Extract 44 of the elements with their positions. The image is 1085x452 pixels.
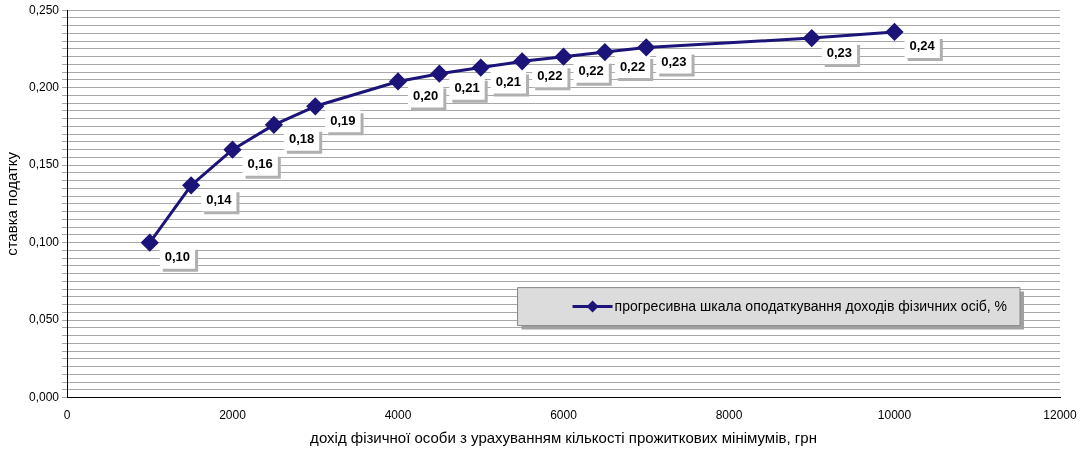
legend-label: прогресивна шкала оподаткування доходів фізичних осіб, % bbox=[614, 298, 1007, 315]
data-label: 0,23 bbox=[826, 44, 853, 60]
x-tick-label: 2000 bbox=[219, 408, 247, 423]
x-axis-title: дохід фізичної особи з урахуванням кількості прожиткових мінімумів, грн bbox=[310, 429, 817, 447]
data-label: 0,10 bbox=[164, 249, 191, 265]
x-tick-label: 6000 bbox=[550, 408, 578, 423]
y-tick-label: 0,150 bbox=[29, 157, 60, 172]
y-tick-label: 0,050 bbox=[29, 312, 60, 327]
x-tick-label: 4000 bbox=[384, 408, 412, 423]
x-tick-label: 10000 bbox=[877, 408, 912, 423]
point bbox=[637, 38, 655, 56]
point bbox=[265, 116, 283, 134]
data-label: 0,14 bbox=[206, 191, 233, 207]
data-label: 0,19 bbox=[330, 112, 356, 128]
data-label: 0,22 bbox=[578, 63, 604, 79]
point bbox=[555, 48, 573, 66]
data-label: 0,20 bbox=[413, 88, 439, 104]
data-label: 0,22 bbox=[537, 67, 563, 83]
point bbox=[513, 52, 531, 70]
x-tick-label: 0 bbox=[63, 408, 71, 423]
point bbox=[596, 43, 614, 61]
point bbox=[430, 65, 448, 83]
x-tick-label: 8000 bbox=[715, 408, 743, 423]
y-tick-label: 0,250 bbox=[29, 2, 60, 17]
point bbox=[306, 97, 324, 115]
data-label: 0,16 bbox=[247, 156, 273, 172]
point bbox=[886, 23, 904, 41]
point bbox=[182, 176, 200, 194]
y-axis-title: ставка податку bbox=[3, 151, 21, 256]
data-label: 0,21 bbox=[495, 74, 522, 90]
data-label: 0,23 bbox=[661, 53, 687, 69]
data-label: 0,24 bbox=[909, 38, 936, 54]
point bbox=[224, 141, 242, 159]
data-label: 0,21 bbox=[454, 80, 480, 96]
y-tick-label: 0,000 bbox=[29, 389, 60, 404]
point bbox=[803, 29, 821, 47]
data-label: 0,18 bbox=[288, 131, 315, 147]
point bbox=[141, 234, 159, 252]
point bbox=[389, 72, 407, 90]
y-tick-label: 0,200 bbox=[29, 79, 60, 94]
point bbox=[472, 59, 490, 77]
x-tick-label: 12000 bbox=[1043, 408, 1078, 423]
y-tick-label: 0,100 bbox=[29, 234, 60, 249]
data-label: 0,22 bbox=[619, 58, 646, 74]
